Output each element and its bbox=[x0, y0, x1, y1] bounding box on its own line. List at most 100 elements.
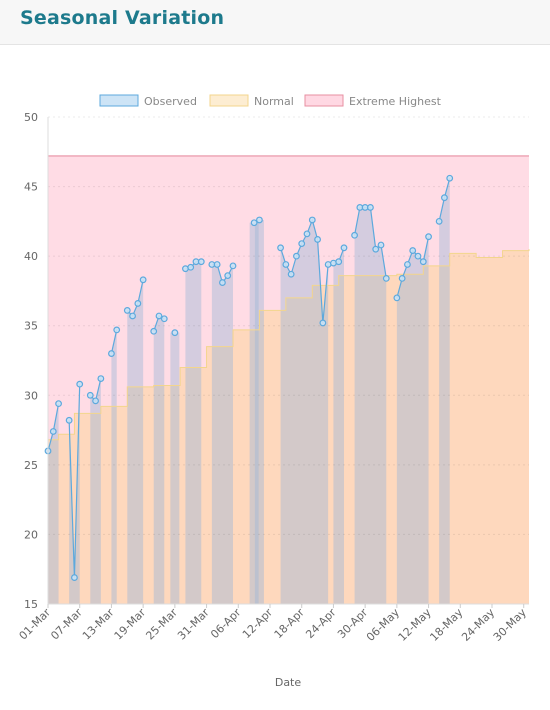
observed-fill-segment bbox=[249, 222, 259, 604]
observed-point bbox=[134, 300, 142, 307]
observed-fill-segment bbox=[280, 219, 329, 605]
observed-point bbox=[277, 244, 284, 252]
observed-point bbox=[382, 275, 390, 282]
observed-point bbox=[314, 236, 321, 243]
y-tick-label: 15 bbox=[24, 598, 38, 611]
observed-point bbox=[49, 428, 57, 435]
legend-swatch bbox=[209, 94, 249, 107]
observed-fill-segment bbox=[48, 403, 59, 604]
x-tick-label: 18-Apr bbox=[272, 606, 308, 642]
observed-point bbox=[335, 258, 343, 266]
observed-point bbox=[319, 319, 327, 327]
legend-label: Observed bbox=[144, 95, 197, 108]
normal-line bbox=[48, 249, 530, 441]
observed-point bbox=[76, 380, 84, 388]
observed-point bbox=[187, 263, 195, 271]
y-tick-label: 30 bbox=[24, 389, 38, 402]
observed-point bbox=[414, 252, 422, 260]
y-tick-label: 50 bbox=[24, 111, 38, 124]
legend-swatch bbox=[99, 94, 139, 107]
observed-point bbox=[293, 252, 300, 260]
x-axis: 01-Mar07-Mar13-Mar19-Mar25-Mar31-Mar06-A… bbox=[17, 603, 529, 644]
legend-swatch bbox=[304, 94, 344, 107]
observed-point bbox=[303, 230, 311, 238]
page-title: Seasonal Variation bbox=[20, 7, 225, 29]
y-axis: 15 20 25 30 35 40 45 50 bbox=[24, 111, 49, 611]
observed-fill-segment bbox=[185, 261, 202, 604]
observed-line bbox=[279, 218, 329, 323]
observed-point bbox=[229, 262, 237, 270]
x-tick-label: 18-May bbox=[427, 606, 465, 644]
observed-fill-segment bbox=[111, 329, 117, 604]
x-tick-label: 24-May bbox=[459, 606, 497, 644]
observed-line bbox=[126, 279, 144, 318]
observed-point bbox=[160, 315, 168, 323]
observed-fill-segment bbox=[211, 264, 233, 604]
observed-fill-segment bbox=[333, 247, 344, 604]
observed-fill-segment bbox=[69, 384, 80, 604]
observed-point bbox=[351, 231, 358, 239]
y-tick-label: 40 bbox=[24, 250, 38, 263]
observed-point bbox=[404, 261, 411, 268]
x-tick-label: 01-Mar bbox=[17, 606, 54, 643]
observed-point bbox=[139, 276, 147, 284]
observed-point bbox=[123, 307, 131, 314]
observed-point bbox=[92, 397, 99, 405]
observed-point bbox=[340, 244, 348, 252]
x-tick-label: 25-Mar bbox=[143, 606, 180, 643]
observed-fill-segment bbox=[396, 236, 429, 605]
observed-point bbox=[441, 194, 448, 202]
observed-point bbox=[171, 329, 179, 337]
observed-fill-segment bbox=[90, 378, 101, 604]
observed-point bbox=[393, 294, 401, 302]
observed-point bbox=[129, 312, 136, 320]
observed-point bbox=[446, 174, 454, 182]
observed-point bbox=[372, 245, 380, 253]
observed-point bbox=[224, 272, 232, 280]
observed-point bbox=[65, 416, 73, 424]
observed-point bbox=[155, 312, 163, 320]
observed-fill-segment bbox=[254, 219, 264, 605]
x-tick-label: 12-Apr bbox=[240, 606, 276, 642]
observed-point bbox=[197, 258, 205, 266]
observed-point bbox=[367, 204, 374, 211]
observed-point bbox=[298, 240, 306, 248]
x-tick-label: 31-Mar bbox=[175, 606, 212, 643]
x-tick-label: 07-Mar bbox=[48, 606, 85, 643]
observed-line bbox=[110, 329, 118, 354]
y-tick-label: 25 bbox=[24, 459, 38, 472]
x-tick-label: 13-Mar bbox=[80, 606, 117, 643]
x-tick-label: 30-May bbox=[491, 606, 529, 644]
y-tick-label: 45 bbox=[24, 181, 38, 194]
observed-point bbox=[55, 400, 62, 408]
observed-point bbox=[250, 219, 258, 227]
observed-point bbox=[425, 233, 432, 241]
observed-fill-segment bbox=[127, 279, 144, 604]
observed-point bbox=[71, 574, 78, 581]
observed-point bbox=[287, 270, 295, 278]
observed-fill-segment bbox=[439, 178, 450, 605]
x-tick-label: 19-Mar bbox=[112, 606, 149, 643]
observed-point bbox=[219, 279, 226, 286]
observed-point bbox=[86, 391, 94, 399]
page-header: Seasonal Variation bbox=[0, 0, 550, 45]
observed-point bbox=[308, 216, 316, 224]
y-tick-label: 35 bbox=[24, 320, 38, 333]
gridlines bbox=[48, 116, 529, 535]
observed-point bbox=[398, 275, 406, 282]
x-tick-label: 12-May bbox=[396, 606, 434, 644]
observed-point bbox=[113, 326, 121, 334]
observed-point bbox=[282, 261, 290, 268]
y-tick-label: 20 bbox=[24, 528, 38, 541]
normal-area bbox=[48, 249, 529, 604]
legend-label: Normal bbox=[254, 95, 294, 108]
legend-label: Extreme Highest bbox=[349, 95, 442, 108]
observed-point bbox=[419, 258, 427, 266]
observed-point bbox=[377, 241, 385, 249]
seasonal-variation-chart: 15 20 25 30 35 40 45 50 01-Mar07-Mar13-Mar19-Ma… bbox=[17, 94, 530, 689]
observed-point bbox=[409, 247, 417, 254]
observed-point bbox=[150, 327, 158, 335]
legend: Observed Normal Extreme Highest bbox=[99, 94, 442, 108]
observed-points bbox=[44, 174, 454, 581]
observed-fill-segment bbox=[170, 332, 180, 604]
